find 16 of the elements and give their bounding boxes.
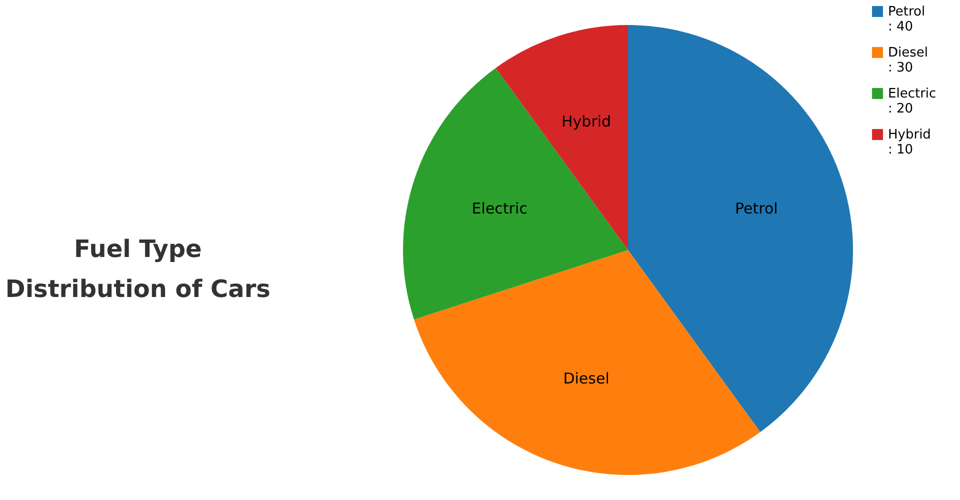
legend-label: Hybrid (888, 128, 931, 142)
data-label: : 20 (888, 102, 914, 116)
data-label: : 40 (888, 20, 914, 34)
text: Fuel Type Distribution of Cars (5, 235, 270, 303)
slice-label: Hybrid (562, 112, 612, 131)
slice-label: Diesel (563, 369, 610, 388)
legend-label: Diesel (888, 46, 928, 60)
data-label: : 30 (888, 60, 914, 76)
legend-label: Electric (888, 86, 936, 102)
slice-label: Petrol (734, 199, 778, 218)
legend-label: Petrol (888, 4, 926, 20)
pie-slice (403, 68, 628, 320)
data-label: : 10 (888, 142, 914, 158)
pie-slice (628, 25, 853, 432)
pie-slice (414, 250, 760, 475)
slice-label: Electric (472, 199, 528, 218)
